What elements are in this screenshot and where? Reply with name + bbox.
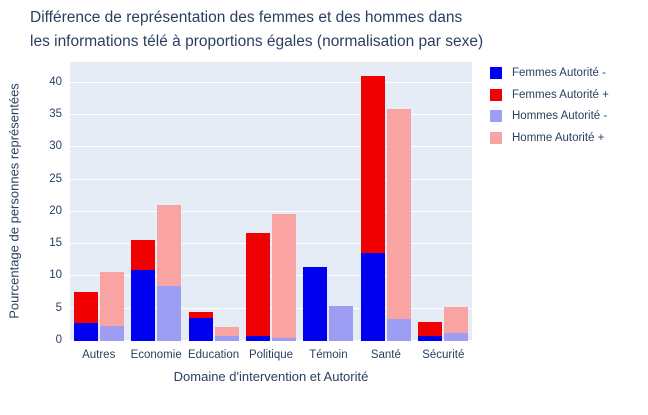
gridline: [70, 340, 472, 341]
bar-segment-femmes-economie[interactable]: [131, 240, 156, 270]
bar-segment-femmes-santé[interactable]: [360, 252, 385, 341]
y-tick-label: 40: [49, 75, 62, 88]
y-tick-label: 35: [49, 107, 62, 120]
legend-label: Femmes Autorité -: [512, 67, 606, 79]
gridline: [70, 275, 472, 277]
gridline: [70, 81, 472, 83]
legend-label: Hommes Autorité -: [512, 110, 608, 122]
bar-segment-hommes-education[interactable]: [214, 326, 239, 336]
gridline: [70, 146, 472, 148]
gridline: [70, 307, 472, 309]
x-tick-label: Autres: [82, 349, 116, 361]
gridline: [70, 243, 472, 245]
y-tick-label: 5: [55, 301, 62, 314]
bar-segment-hommes-politique[interactable]: [272, 338, 296, 341]
x-tick-label: Sécurité: [422, 349, 465, 361]
bar-segment-femmes-sécurité[interactable]: [418, 335, 443, 341]
legend-label: Homme Autorité +: [512, 131, 605, 144]
bar-segment-hommes-témoin[interactable]: [329, 306, 354, 341]
x-tick-label: Economie: [130, 349, 182, 361]
bar-segment-hommes-economie[interactable]: [157, 286, 182, 341]
legend-item-1[interactable]: Femmes Autorité +: [490, 88, 609, 101]
legend-item-3[interactable]: Homme Autorité +: [490, 131, 609, 144]
y-tick-label: 15: [49, 237, 62, 250]
bar-segment-femmes-education[interactable]: [188, 311, 213, 319]
legend-swatch-icon: [490, 110, 502, 122]
bar-segment-femmes-politique[interactable]: [246, 232, 270, 336]
legend-swatch-icon: [490, 67, 502, 79]
bar-segment-hommes-politique[interactable]: [272, 213, 296, 339]
bar-segment-hommes-economie[interactable]: [157, 205, 182, 287]
bar-segment-hommes-santé[interactable]: [386, 109, 411, 320]
legend-swatch-icon: [490, 88, 502, 101]
bar-segment-femmes-sécurité[interactable]: [418, 321, 443, 336]
bar-segment-femmes-autres[interactable]: [73, 322, 98, 341]
bar-segment-hommes-education[interactable]: [214, 335, 239, 341]
legend-item-2[interactable]: Hommes Autorité -: [490, 110, 609, 122]
bar-segment-femmes-education[interactable]: [188, 318, 213, 341]
x-tick-label: Politique: [248, 349, 294, 361]
y-tick-label: 10: [49, 269, 62, 282]
bar-segment-femmes-politique[interactable]: [246, 335, 270, 341]
gridline: [70, 178, 472, 180]
x-axis-title: Domaine d'intervention et Autorité: [173, 369, 369, 384]
bar-segment-hommes-sécurité[interactable]: [444, 306, 469, 334]
chart-title: Différence de représentation des femmes …: [30, 9, 484, 51]
gridline: [70, 210, 472, 212]
bar-segment-femmes-autres[interactable]: [73, 291, 98, 323]
legend-item-0[interactable]: Femmes Autorité -: [490, 67, 609, 79]
bar-segment-femmes-economie[interactable]: [131, 269, 156, 341]
y-tick-label: 25: [49, 172, 62, 185]
legend-label: Femmes Autorité +: [512, 88, 609, 101]
legend: Femmes Autorité - Femmes Autorité + Hommes…: [490, 67, 609, 153]
x-tick-label: Santé: [370, 349, 401, 361]
legend-swatch-icon: [490, 131, 502, 144]
plot-area[interactable]: [70, 62, 472, 341]
x-tick-label: Education: [187, 349, 240, 361]
y-tick-label: 30: [49, 140, 62, 153]
y-axis-title: Pourcentage de personnes représentées: [6, 83, 22, 319]
y-tick-label: 0: [55, 334, 62, 346]
y-tick-label: 20: [49, 204, 62, 217]
bar-segment-femmes-santé[interactable]: [360, 76, 385, 253]
bar-segment-hommes-sécurité[interactable]: [444, 333, 469, 341]
gridline: [70, 113, 472, 115]
bar-segment-hommes-santé[interactable]: [386, 319, 411, 341]
bar-segment-hommes-autres[interactable]: [99, 325, 124, 341]
bar-segment-hommes-autres[interactable]: [99, 271, 124, 326]
bar-segment-femmes-témoin[interactable]: [303, 267, 328, 341]
x-tick-label: Témoin: [309, 349, 348, 361]
